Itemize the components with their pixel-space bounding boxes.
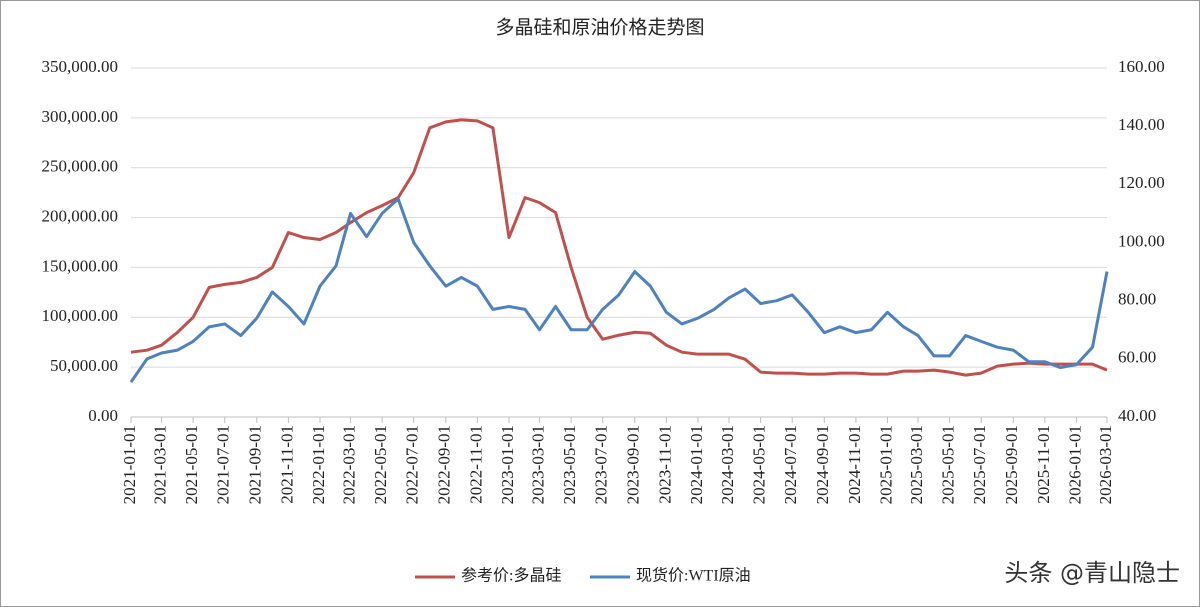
x-tick-label: 2025-01-01 (876, 425, 895, 504)
x-tick-label: 2023-11-01 (655, 425, 674, 504)
y2-tick-label: 140.00 (1118, 115, 1165, 134)
series-line (130, 118, 1108, 377)
x-tick-label: 2022-05-01 (371, 425, 390, 504)
y-tick-label: 100,000.00 (42, 306, 119, 325)
x-tick-label: 2026-01-01 (1065, 425, 1084, 504)
x-tick-label: 2026-03-01 (1096, 425, 1115, 504)
x-tick-label: 2021-03-01 (150, 425, 169, 504)
y2-tick-label: 100.00 (1118, 231, 1165, 250)
y-tick-label: 50,000.00 (50, 356, 118, 375)
chart-title: 多晶硅和原油价格走势图 (495, 17, 704, 39)
x-tick-label: 2023-01-01 (498, 425, 517, 504)
x-tick-label: 2025-11-01 (1034, 425, 1053, 504)
y2-tick-label: 120.00 (1118, 173, 1165, 192)
y2-tick-label: 160.00 (1118, 57, 1165, 76)
y2-tick-label: 40.00 (1118, 406, 1156, 425)
legend-label: 参考价:多晶硅 (461, 567, 561, 585)
x-tick-label: 2022-09-01 (435, 425, 454, 504)
y2-tick-label: 60.00 (1118, 348, 1156, 367)
y-tick-label: 0.00 (88, 406, 118, 425)
x-tick-label: 2023-09-01 (624, 425, 643, 504)
x-tick-label: 2024-09-01 (813, 425, 832, 504)
x-tick-label: 2024-01-01 (687, 425, 706, 504)
x-tick-label: 2021-01-01 (120, 425, 139, 504)
x-tick-label: 2021-09-01 (246, 425, 265, 504)
x-tick-label: 2021-11-01 (277, 425, 296, 504)
y-tick-label: 350,000.00 (42, 57, 119, 76)
x-tick-label: 2025-03-01 (907, 425, 926, 504)
x-tick-label: 2023-07-01 (592, 425, 611, 504)
x-tick-label: 2023-05-01 (560, 425, 579, 504)
series-line (129, 197, 1109, 383)
x-tick-label: 2022-11-01 (466, 425, 485, 504)
y-tick-label: 150,000.00 (42, 256, 119, 275)
x-tick-label: 2022-03-01 (339, 425, 358, 504)
x-tick-label: 2025-09-01 (1002, 425, 1021, 504)
y2-tick-label: 80.00 (1118, 290, 1156, 309)
y-tick-label: 300,000.00 (42, 107, 119, 126)
watermark: 头条 @青山隐士 (1004, 559, 1180, 587)
x-tick-label: 2023-03-01 (528, 425, 547, 504)
legend-label: 现货价:WTI原油 (636, 567, 751, 585)
x-tick-label: 2021-07-01 (214, 425, 233, 504)
y-tick-label: 250,000.00 (42, 157, 119, 176)
x-tick-label: 2024-11-01 (845, 425, 864, 504)
x-tick-label: 2025-07-01 (970, 425, 989, 504)
x-tick-label: 2022-01-01 (309, 425, 328, 504)
x-tick-label: 2024-05-01 (750, 425, 769, 504)
y-tick-label: 200,000.00 (42, 206, 119, 225)
x-tick-label: 2022-07-01 (403, 425, 422, 504)
x-tick-label: 2021-05-01 (182, 425, 201, 504)
x-tick-label: 2024-07-01 (781, 425, 800, 504)
x-tick-label: 2024-03-01 (718, 425, 737, 504)
x-tick-label: 2025-05-01 (939, 425, 958, 504)
